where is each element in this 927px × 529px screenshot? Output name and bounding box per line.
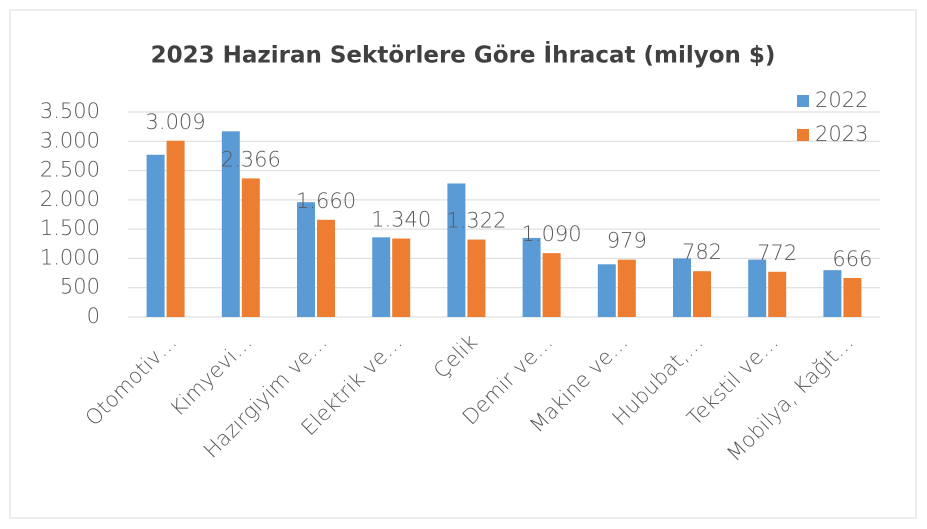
legend-swatch <box>797 95 809 107</box>
bar <box>146 154 165 317</box>
bar <box>317 219 335 317</box>
y-tick-label: 1.000 <box>40 245 100 269</box>
data-label: 1.090 <box>522 222 582 246</box>
y-tick-label: 0 <box>87 304 100 328</box>
bar <box>823 270 842 317</box>
y-tick-label: 2.500 <box>40 158 100 182</box>
bar <box>843 277 862 317</box>
bar <box>693 271 711 317</box>
legend-label: 2023 <box>815 122 868 146</box>
data-label: 1.660 <box>296 189 356 213</box>
legend-label: 2022 <box>815 88 868 112</box>
y-tick-label: 1.500 <box>40 216 100 240</box>
bar <box>768 271 787 317</box>
bar <box>597 264 616 317</box>
data-label: 782 <box>682 240 722 264</box>
bar <box>522 237 541 317</box>
bar <box>467 239 486 317</box>
bar <box>297 202 315 317</box>
y-tick-label: 3.500 <box>40 99 100 123</box>
bar <box>542 253 561 317</box>
bar <box>372 237 391 317</box>
bar <box>748 259 767 317</box>
bar <box>673 258 691 317</box>
y-tick-label: 500 <box>60 275 100 299</box>
bar <box>241 178 260 317</box>
bar <box>166 140 185 317</box>
bar <box>447 183 466 317</box>
data-label: 666 <box>832 247 872 271</box>
y-tick-label: 3.000 <box>40 128 100 152</box>
y-tick-label: 2.000 <box>40 187 100 211</box>
data-label: 1.322 <box>446 209 506 233</box>
chart-title: 2023 Haziran Sektörlere Göre İhracat (mi… <box>151 41 776 69</box>
bar <box>392 238 411 317</box>
bar <box>221 131 240 317</box>
data-label: 772 <box>757 241 797 265</box>
data-label: 979 <box>607 229 647 253</box>
data-label: 1.340 <box>371 208 431 232</box>
data-label: 3.009 <box>146 110 206 134</box>
data-label: 2.366 <box>221 147 281 171</box>
bar <box>617 259 636 317</box>
legend-swatch <box>797 129 809 141</box>
